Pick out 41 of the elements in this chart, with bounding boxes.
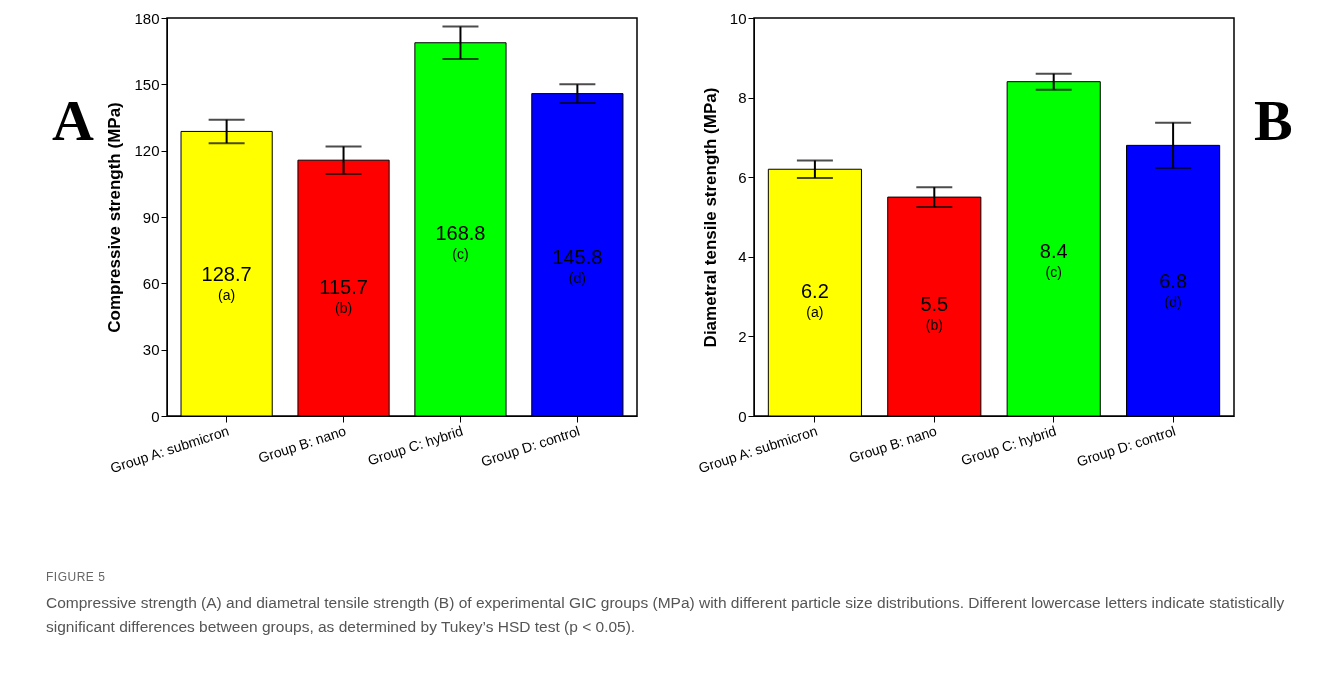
annotation: (b)	[925, 317, 943, 334]
x-tick-label: Group D: control	[479, 422, 582, 470]
y-tick-label: 150	[134, 75, 160, 93]
data-label: 128.7	[201, 263, 252, 286]
data-label: 6.2	[800, 280, 829, 303]
annotation: (a)	[806, 304, 824, 321]
y-tick-label: 0	[738, 407, 747, 425]
data-label: 145.8	[552, 245, 603, 268]
annotation: (c)	[1045, 264, 1062, 281]
y-tick-label: 8	[738, 89, 747, 107]
text: Compressive strength (A) and diametral tensile strength (B) of experimental GIC groups (MPa) with different particle size distributions. Different lowercase letters indicate statistically significant differences between groups, as determined by Tukey’s HSD test (p < 0.05).	[46, 592, 1286, 637]
caption: FIGURE 5	[46, 569, 107, 586]
y-tick-label: 90	[142, 208, 160, 226]
annotation: (d)	[1164, 293, 1182, 310]
x-tick-label: Group C: hybrid	[365, 422, 465, 469]
y-tick-label: 10	[729, 9, 747, 27]
x-tick-label: Group C: hybrid	[959, 422, 1059, 469]
annotation: (b)	[334, 300, 353, 317]
y-axis-title: Compressive strength (MPa)	[105, 102, 125, 333]
annotation: (d)	[568, 269, 586, 286]
x-tick-label: Group B: nano	[847, 422, 939, 466]
data-label: 8.4	[1039, 240, 1068, 263]
text: A	[52, 88, 94, 153]
y-tick-label: 120	[134, 142, 160, 160]
x-tick-label: Group D: control	[1074, 422, 1178, 470]
data-label: 115.7	[319, 276, 368, 299]
data-label: 168.8	[435, 222, 486, 245]
y-axis-title: Diametral tensile strength (MPa)	[700, 87, 720, 348]
annotation: (c)	[452, 246, 469, 263]
y-tick-label: 6	[738, 168, 747, 186]
x-tick-label: Group B: nano	[256, 422, 349, 466]
annotation: (a)	[218, 287, 236, 304]
data-label: 5.5	[920, 293, 949, 316]
data-label: 6.8	[1159, 269, 1188, 292]
y-tick-label: 2	[738, 327, 747, 345]
y-tick-label: 4	[738, 248, 747, 266]
y-tick-label: 180	[134, 9, 160, 27]
y-tick-label: 0	[151, 407, 160, 425]
y-tick-label: 30	[142, 341, 160, 359]
text: B	[1254, 88, 1293, 153]
y-tick-label: 60	[142, 274, 160, 292]
